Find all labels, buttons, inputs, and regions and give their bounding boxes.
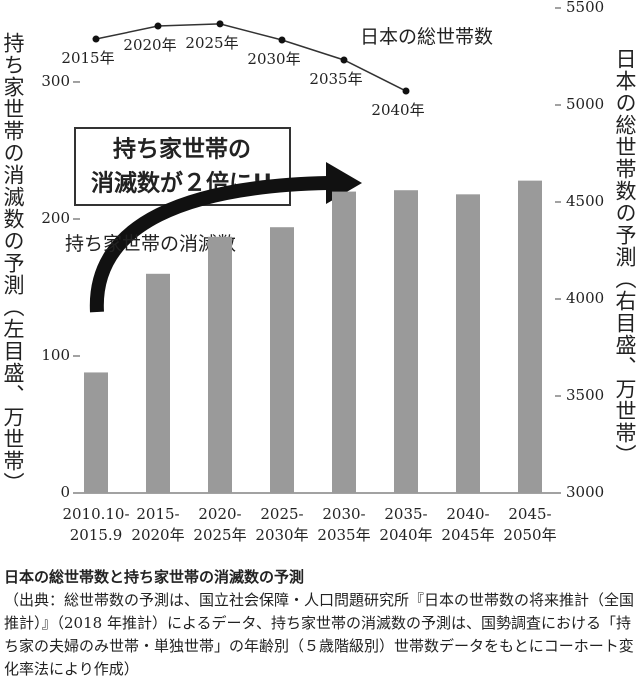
bar (208, 236, 232, 493)
line (95, 23, 407, 92)
point (278, 36, 286, 44)
bar (270, 227, 294, 493)
y2-axis-label: 日本の総世帯数の予測（右目盛、万世帯） (613, 48, 637, 466)
bar (84, 372, 108, 493)
chart: 持ち家世帯の 消滅数が２倍に!! 持ち家世帯の消滅数 日本の総世帯数 01002… (41, 0, 604, 544)
y2-tick-label: 4000 (566, 289, 604, 307)
bar (518, 180, 542, 493)
point (402, 87, 410, 95)
x-tick-label: 2040年 (379, 526, 432, 544)
x-tick-label: 2040- (446, 505, 489, 523)
y2-tick-label: 3500 (566, 386, 604, 404)
point-label: 2020年 (123, 36, 176, 54)
x-tick-label: 2025年 (193, 526, 246, 544)
point (92, 35, 100, 43)
y-tick-label: 0 (60, 483, 70, 501)
caption-source: （出典：総世帯数の予測は、国立社会保障・人口問題研究所『日本の世帯数の将来推計（… (4, 591, 635, 678)
bar (456, 194, 480, 493)
y-axis-label: 持ち家世帯の消滅数の予測（左目盛、万世帯） (1, 32, 25, 494)
y2-tick-label: 3000 (566, 483, 604, 501)
x-tick-label: 2010.10- (62, 505, 129, 523)
point (216, 20, 224, 28)
callout-text: 持ち家世帯の (113, 136, 251, 163)
arrow (89, 176, 329, 313)
bar (394, 190, 418, 493)
series-label: 持ち家世帯の消滅数 (65, 233, 236, 255)
y-tick-label: 200 (41, 209, 70, 227)
caption: 日本の総世帯数と持ち家世帯の消滅数の予測 （出典：総世帯数の予測は、国立社会保障… (4, 566, 636, 681)
point-label: 2015年 (61, 49, 114, 67)
x-tick-label: 2015.9 (70, 526, 123, 544)
y2-tick-label: 4500 (566, 192, 604, 210)
x-tick-label: 2025- (260, 505, 303, 523)
x-tick-label: 2050年 (503, 526, 556, 544)
bar (332, 191, 356, 493)
y2-tick-label: 5000 (566, 95, 604, 113)
x-tick-label: 2015- (136, 505, 179, 523)
point-label: 2025年 (185, 34, 238, 52)
bar (146, 273, 170, 493)
x-tick-label: 2045年 (441, 526, 494, 544)
caption-title: 日本の総世帯数と持ち家世帯の消滅数の予測 (4, 568, 305, 586)
x-tick-label: 2045- (508, 505, 551, 523)
x-tick-label: 2035- (384, 505, 427, 523)
point-label: 2030年 (247, 50, 300, 68)
y-tick-label: 300 (41, 72, 70, 90)
point-label: 2035年 (309, 70, 362, 88)
point-label: 2040年 (371, 101, 424, 119)
series-label: 日本の総世帯数 (360, 26, 493, 48)
point (340, 56, 348, 64)
x-tick-label: 2030年 (255, 526, 308, 544)
x-tick-label: 2020- (198, 505, 241, 523)
point (154, 22, 162, 30)
x-tick-label: 2035年 (317, 526, 370, 544)
y2-tick-label: 5500 (566, 0, 604, 16)
x-tick-label: 2020年 (131, 526, 184, 544)
x-tick-label: 2030- (322, 505, 365, 523)
y-tick-label: 100 (41, 346, 70, 364)
